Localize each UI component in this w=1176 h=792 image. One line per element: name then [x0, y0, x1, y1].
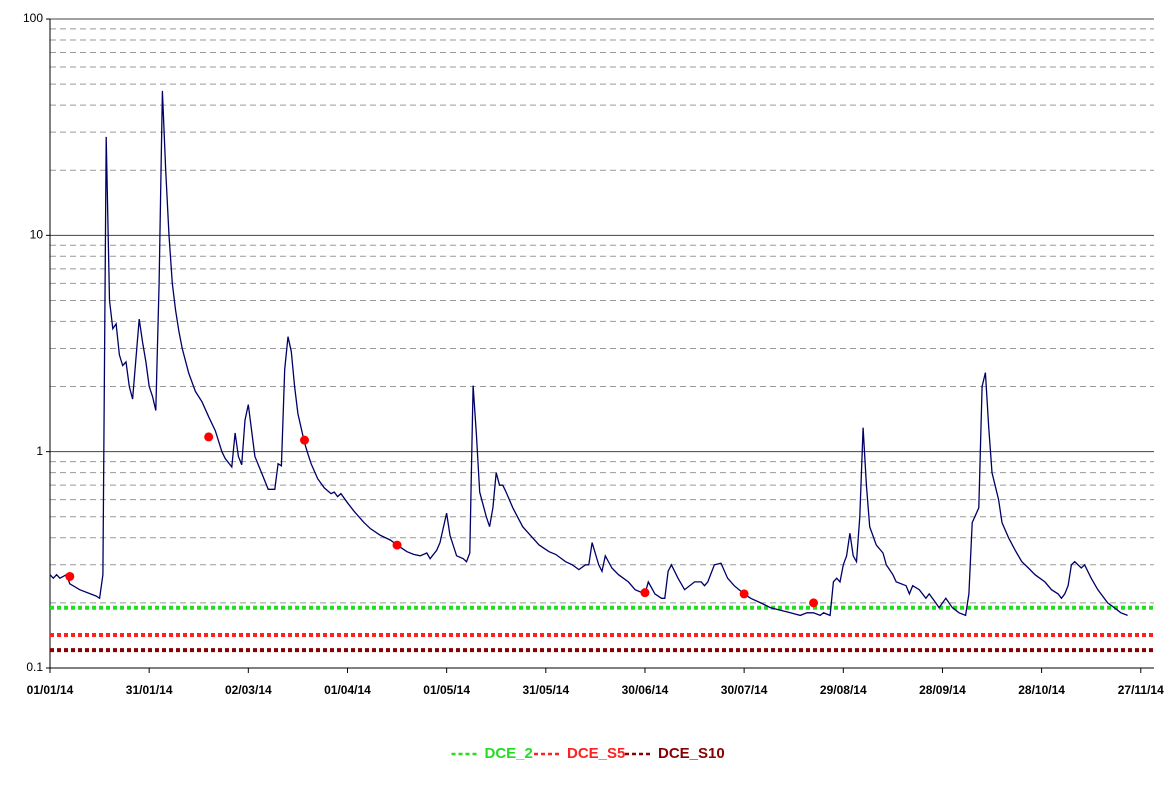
- data-point: [204, 432, 214, 442]
- y-tick-label: 100: [23, 11, 43, 25]
- x-tick-label: 01/05/14: [423, 683, 470, 697]
- x-tick-label: 30/06/14: [622, 683, 669, 697]
- x-tick-label: 02/03/14: [225, 683, 272, 697]
- legend-label: DCE_2: [485, 745, 533, 762]
- x-tick-label: 29/08/14: [820, 683, 867, 697]
- y-tick-label: 0.1: [26, 660, 43, 674]
- data-point: [739, 589, 749, 599]
- y-tick-label: 1: [36, 444, 43, 458]
- data-point: [65, 571, 75, 581]
- x-tick-label: 28/09/14: [919, 683, 966, 697]
- x-tick-label: 01/01/14: [27, 683, 74, 697]
- data-point: [300, 435, 310, 445]
- y-tick-label: 10: [30, 228, 44, 242]
- legend-label: DCE_S10: [658, 745, 725, 762]
- x-tick-label: 27/11/14: [1118, 683, 1164, 697]
- x-tick-label: 31/05/14: [522, 683, 569, 697]
- data-point: [809, 598, 819, 608]
- x-tick-label: 31/01/14: [126, 683, 173, 697]
- data-point: [392, 540, 402, 550]
- data-point: [640, 588, 650, 598]
- legend-label: DCE_S5: [567, 745, 625, 762]
- data-line: [49, 90, 1128, 617]
- x-tick-label: 30/07/14: [721, 683, 768, 697]
- x-tick-label: 01/04/14: [324, 683, 371, 697]
- x-tick-label: 28/10/14: [1018, 683, 1065, 697]
